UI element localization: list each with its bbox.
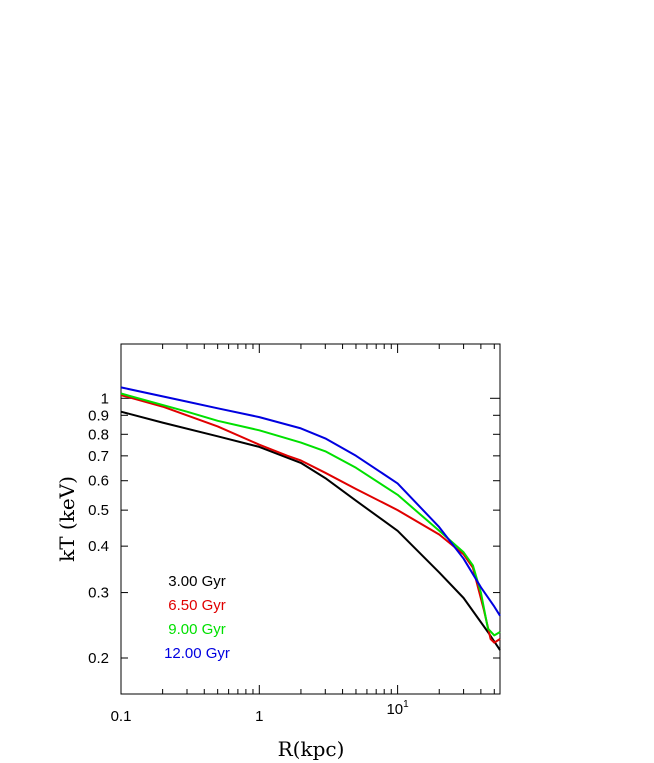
x-tick-label: 1 [255, 708, 263, 725]
legend-entry-1: 6.50 Gyr [168, 597, 226, 614]
y-tick-label: 0.3 [88, 585, 109, 602]
y-axis-title: kT (keV) [55, 476, 79, 562]
series-line-2 [120, 392, 501, 637]
y-tick-label: 0.8 [88, 426, 109, 443]
legend-entry-2: 9.00 Gyr [168, 621, 226, 638]
legend: 3.00 Gyr 6.50 Gyr 9.00 Gyr 12.00 Gyr [164, 573, 230, 662]
x-tick-label: 0.1 [111, 708, 132, 725]
y-tick-label: 0.5 [88, 502, 109, 519]
series-lines [120, 386, 501, 651]
y-tick-label: 0.7 [88, 448, 109, 465]
y-tick-label: 1 [101, 390, 109, 407]
legend-entry-3: 12.00 Gyr [164, 645, 230, 662]
y-tick-label: 0.2 [88, 650, 109, 667]
x-tick-label: 101 [386, 699, 409, 718]
x-tick-label-exponent: 1 [403, 699, 409, 710]
y-axis-ticks: 0.2 0.3 0.4 0.5 0.6 0.7 0.8 0.91 [88, 390, 500, 667]
legend-entry-0: 3.00 Gyr [168, 573, 226, 590]
plot-frame [120, 343, 501, 695]
y-tick-label: 0.6 [88, 473, 109, 490]
y-tick-label: 0.4 [88, 538, 109, 555]
x-axis-title: R(kpc) [278, 737, 345, 761]
series-line-3 [120, 386, 501, 617]
y-tick-label: 0.9 [88, 407, 109, 424]
series-line-0 [120, 410, 501, 651]
x-axis-ticks: 0.1 1 101 [111, 344, 495, 725]
